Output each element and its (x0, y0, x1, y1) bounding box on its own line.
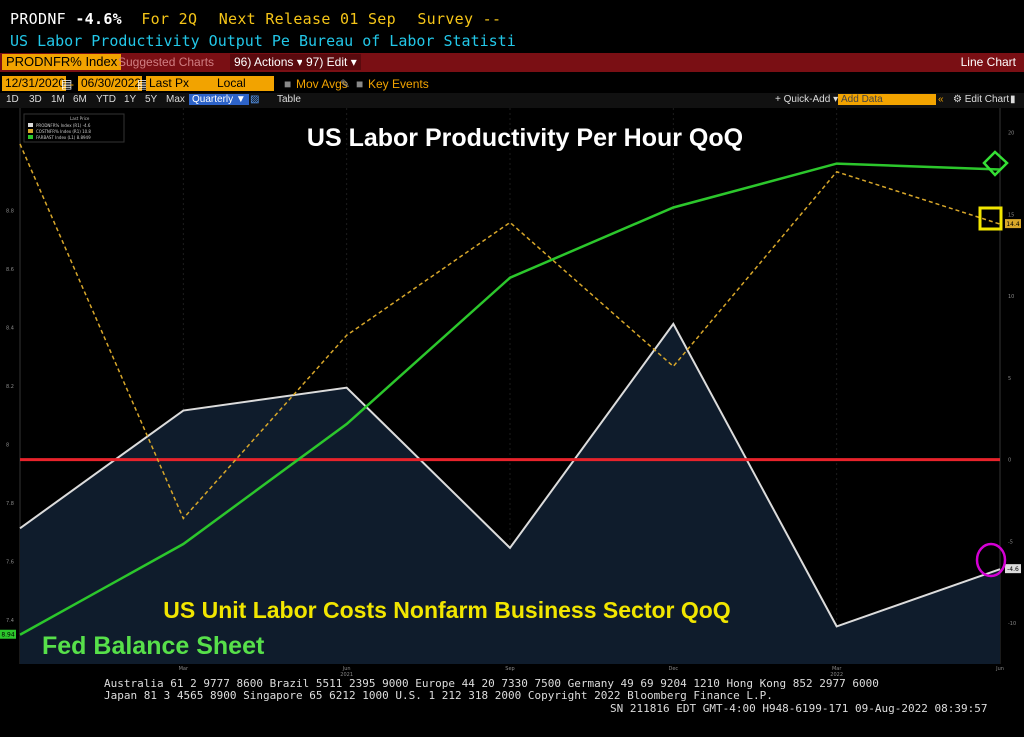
date-toolbar: 12/31/2020 ▤ - 06/30/2022 ▤ Last Px Loca… (0, 74, 1024, 105)
last-value-labels: 8.94 14.4 -4.6 (0, 219, 1021, 639)
more-icon[interactable]: ▮ (1010, 94, 1016, 105)
plot-area (19, 143, 1001, 664)
x-tick-year: 2022 (830, 672, 843, 676)
series-line-productivity (19, 321, 1001, 628)
legend-entry: PRODNFR% Index (R1) -4.6 (36, 123, 91, 128)
left-tick-label: 8.8 (6, 208, 14, 214)
series-line-fed-balance-sheet (19, 162, 1001, 636)
legend-swatch (28, 135, 33, 139)
legend-swatch (28, 123, 33, 127)
chart-icon[interactable]: ▨ (250, 94, 260, 105)
period-ytd[interactable]: YTD (96, 94, 116, 105)
footer-contacts-2: Japan 81 3 4565 8900 Singapore 65 6212 1… (104, 689, 773, 702)
x-tick-label: Mar (832, 666, 842, 672)
header-next-release: Next Release 01 Sep (218, 10, 396, 28)
left-tick-label: 7.4 (6, 618, 14, 624)
left-tick-label: 8 (6, 443, 9, 449)
checkbox-icon[interactable]: ■ (356, 77, 364, 91)
period-1m[interactable]: 1M (51, 94, 65, 105)
right-tick-label: 10 (1008, 294, 1014, 300)
currency-select[interactable]: Local CCY (214, 76, 274, 105)
add-data-input[interactable]: Add Data (838, 94, 936, 105)
right-tick-label: 20 (1008, 131, 1014, 137)
header-change: -4.6% (75, 10, 122, 28)
right-tick-label: 5 (1008, 376, 1011, 382)
area-fill-productivity (20, 323, 1000, 664)
edit-menu-button[interactable]: 97) Edit ▾ (302, 54, 361, 70)
last-label-white-bg (1005, 564, 1021, 574)
actions-menu-button[interactable]: 96) Actions ▾ (230, 54, 307, 70)
legend-box (23, 113, 125, 143)
x-tick-label: Sep (505, 666, 514, 672)
period-max[interactable]: Max (166, 94, 185, 105)
end-date-input[interactable]: 06/30/2022 (78, 76, 142, 91)
function-toolbar: PRODNFR% Index Suggested Charts 96) Acti… (0, 53, 1024, 72)
magenta-circle-marker (975, 542, 1007, 578)
line-chart[interactable]: 8.8 8.6 8.4 8.2 8 7.8 7.6 7.4 20 15 10 5 0 -5 -10 Mar… (0, 108, 1024, 676)
annotation-unit-labor-costs: US Unit Labor Costs Nonfarm Business Sec… (163, 597, 730, 623)
series-line-unit-labor-costs (19, 143, 1001, 520)
security-header: PRODNF -4.6% For 2Q Next Release 01 Sep … (10, 10, 501, 28)
right-tick-label: 0 (1008, 458, 1011, 464)
header-survey: Survey -- (417, 10, 502, 28)
last-label-white: -4.6 (1007, 566, 1019, 573)
checkbox-icon[interactable]: ■ (284, 77, 292, 91)
collapse-icon[interactable]: « (938, 94, 944, 105)
right-axis: 20 15 10 5 0 -5 -10 (1008, 131, 1016, 628)
ticker-field[interactable]: PRODNFR% Index (2, 54, 122, 70)
x-tick-label: Mar (179, 666, 189, 672)
left-tick-label: 8.2 (6, 384, 14, 390)
calendar-icon[interactable]: ▤ (137, 77, 149, 91)
left-axis: 8.8 8.6 8.4 8.2 8 7.8 7.6 7.4 (6, 208, 14, 624)
right-tick-label: -5 (1008, 539, 1013, 545)
period-toolbar: 1D 3D 1M 6M YTD 1Y 5Y Max Quarterly ▼ ▨ … (0, 93, 1024, 108)
left-tick-label: 7.6 (6, 560, 14, 566)
x-tick-label: Dec (668, 666, 678, 672)
key-events-toggle[interactable]: Key Events (368, 77, 429, 91)
frequency-select[interactable]: Quarterly ▼ (189, 94, 249, 105)
header-ticker: PRODNF (10, 10, 66, 28)
left-tick-label: 7.8 (6, 501, 14, 507)
header-period: For 2Q (141, 10, 198, 28)
edit-chart-button[interactable]: ⚙ Edit Chart (953, 94, 1010, 105)
suggested-charts-link[interactable]: Suggested Charts (118, 55, 215, 69)
table-toggle[interactable]: Table (277, 94, 301, 105)
yellow-square-marker (978, 206, 1003, 231)
pencil-icon[interactable]: ✎ (340, 77, 351, 91)
quick-add-button[interactable]: + Quick-Add ▾ (775, 94, 839, 105)
green-diamond-marker (982, 150, 1009, 177)
right-tick-label: -10 (1008, 621, 1016, 627)
start-date-input[interactable]: 12/31/2020 (2, 76, 66, 91)
left-tick-label: 8.6 (6, 267, 14, 273)
last-label-yellow: 14.4 (1006, 221, 1020, 228)
right-tick-label: 15 (1008, 212, 1014, 218)
legend-swatch (28, 129, 33, 133)
last-label-green-bg (0, 629, 16, 639)
chart-mode-label[interactable]: Line Chart (960, 55, 1016, 69)
period-5y[interactable]: 5Y (145, 94, 158, 105)
period-1y[interactable]: 1Y (124, 94, 137, 105)
legend-entry: COSTNFR% Index (R1) 10.8 (36, 129, 91, 134)
period-1d[interactable]: 1D (6, 94, 19, 105)
last-label-green: 8.94 (1, 632, 15, 639)
x-tick-label: Jun (342, 666, 351, 672)
legend-entry: FARBAST Index (L1) 8.8949 (36, 135, 91, 140)
x-tick-year: 2021 (340, 672, 353, 676)
header-description: US Labor Productivity Output Pe Bureau o… (10, 32, 516, 50)
last-label-yellow-bg (1005, 219, 1021, 229)
annotation-fed-balance-sheet: Fed Balance Sheet (42, 632, 265, 660)
calendar-icon[interactable]: ▤ (61, 77, 73, 91)
x-tick-label: Jun (995, 666, 1004, 672)
mov-avgs-toggle[interactable]: Mov Avgs (296, 77, 348, 91)
chart-title: US Labor Productivity Per Hour QoQ (307, 124, 743, 152)
legend: Last Price PRODNFR% Index (R1) -4.6COSTNF… (23, 113, 125, 143)
footer-contacts-1: Australia 61 2 9777 8600 Brazil 5511 239… (104, 677, 879, 690)
legend-title: Last Price (70, 116, 90, 121)
period-6m[interactable]: 6M (73, 94, 87, 105)
price-field-select[interactable]: Last Px (146, 76, 214, 91)
period-3d[interactable]: 3D (29, 94, 42, 105)
footer-timestamp: SN 211816 EDT GMT-4:00 H948-6199-171 09-… (610, 702, 988, 715)
left-tick-label: 8.4 (6, 325, 14, 331)
